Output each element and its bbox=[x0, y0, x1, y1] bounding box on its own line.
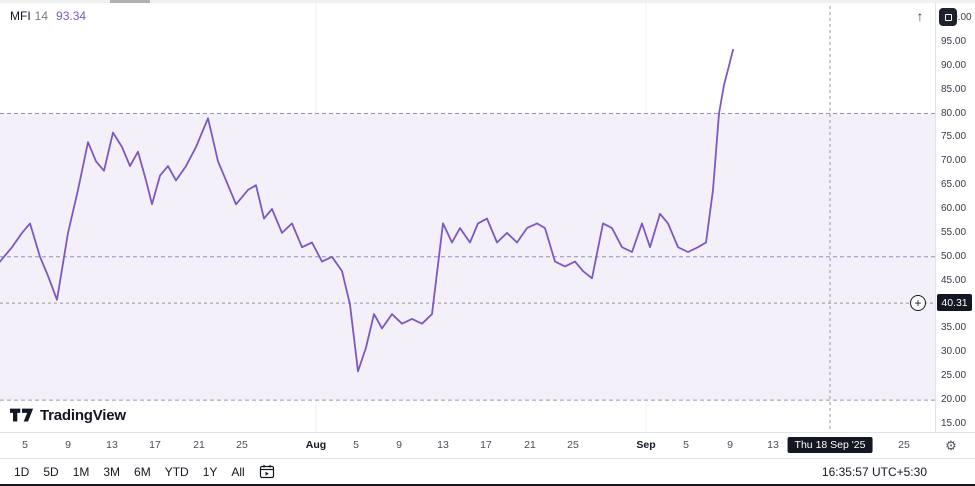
time-axis-tick: 17 bbox=[480, 439, 492, 451]
maximize-icon[interactable] bbox=[939, 8, 957, 26]
range-selector: 1D 5D 1M 3M 6M YTD 1Y All bbox=[8, 462, 275, 482]
price-scale-tick: 70.00 bbox=[941, 155, 967, 167]
bottom-toolbar: 1D 5D 1M 3M 6M YTD 1Y All 16:35:57 UTC+5:30 bbox=[0, 458, 975, 484]
price-scale-tick: 50.00 bbox=[941, 250, 967, 262]
clock-timezone[interactable]: 16:35:57 UTC+5:30 bbox=[821, 464, 927, 479]
time-axis-tick: 21 bbox=[193, 439, 205, 451]
price-scale-tick: 15.00 bbox=[941, 417, 967, 429]
gear-icon[interactable]: ⚙ bbox=[942, 437, 960, 455]
range-button-5d[interactable]: 5D bbox=[37, 462, 64, 482]
go-to-date-button[interactable] bbox=[259, 464, 275, 480]
range-button-all[interactable]: All bbox=[225, 462, 250, 482]
indicator-legend: MFI 14 93.34 bbox=[10, 9, 86, 23]
crosshair-date-label: Thu 18 Sep '25 bbox=[787, 437, 873, 453]
time-axis-tick: 25 bbox=[898, 439, 910, 451]
price-scale-tick: 85.00 bbox=[941, 83, 967, 95]
price-scale-tick: 20.00 bbox=[941, 394, 967, 406]
scrollbar-thumb[interactable] bbox=[110, 0, 150, 3]
indicator-value: 93.34 bbox=[56, 9, 87, 23]
range-button-ytd[interactable]: YTD bbox=[159, 462, 195, 482]
time-axis-tick: 9 bbox=[396, 439, 402, 451]
time-axis-tick: 5 bbox=[353, 439, 359, 451]
add-alert-plus-icon[interactable]: + bbox=[910, 295, 926, 312]
calendar-icon bbox=[259, 464, 274, 478]
time-axis-tick: 25 bbox=[236, 439, 248, 451]
time-axis-tick: Aug bbox=[305, 439, 327, 451]
crosshair-price-label: 40.31 bbox=[937, 294, 972, 312]
tradingview-logo-mark bbox=[10, 408, 34, 422]
time-axis-tick: 9 bbox=[65, 439, 71, 451]
price-scale-tick: 55.00 bbox=[941, 226, 967, 238]
range-button-3m[interactable]: 3M bbox=[97, 462, 126, 482]
time-axis-tick: 13 bbox=[106, 439, 118, 451]
price-scale-tick: 25.00 bbox=[941, 370, 967, 382]
time-axis-tick: 17 bbox=[149, 439, 161, 451]
indicator-name: MFI bbox=[10, 9, 31, 23]
price-scale-tick: 35.00 bbox=[941, 322, 967, 334]
price-scale-tick: 30.00 bbox=[941, 346, 967, 358]
price-scale-tick: 45.00 bbox=[941, 274, 967, 286]
mfi-line-chart[interactable] bbox=[0, 0, 935, 432]
range-buttons: 1D 5D 1M 3M 6M YTD 1Y All bbox=[8, 462, 251, 482]
range-button-1m[interactable]: 1M bbox=[67, 462, 96, 482]
price-scale[interactable]: 100.0095.0090.0085.0080.0075.0070.0065.0… bbox=[935, 0, 975, 432]
price-scale-tick: 80.00 bbox=[941, 107, 967, 119]
time-axis-tick: 13 bbox=[767, 439, 779, 451]
time-axis-tick: Sep bbox=[636, 439, 656, 451]
range-button-1y[interactable]: 1Y bbox=[197, 462, 224, 482]
arrow-up-icon[interactable]: ↑ bbox=[911, 7, 929, 25]
time-axis-tick: 21 bbox=[524, 439, 536, 451]
window-bottom-edge bbox=[0, 484, 975, 486]
tradingview-logo-text: TradingView bbox=[40, 407, 126, 424]
horizontal-scrollbar[interactable] bbox=[0, 0, 975, 3]
price-scale-tick: 60.00 bbox=[941, 203, 967, 215]
price-scale-tick: 95.00 bbox=[941, 35, 967, 47]
price-scale-tick: 75.00 bbox=[941, 131, 967, 143]
time-axis-tick: 5 bbox=[22, 439, 28, 451]
time-axis-tick: 25 bbox=[567, 439, 579, 451]
time-axis[interactable]: 5 9 13 17 21 25 Aug 5 9 13 17 21 25 Sep 5 9 13 25 Thu 18 … bbox=[0, 432, 975, 458]
time-axis-tick: 9 bbox=[727, 439, 733, 451]
maximize-icon-glyph bbox=[944, 13, 952, 21]
tradingview-logo[interactable]: TradingView bbox=[10, 407, 126, 424]
price-scale-tick: 65.00 bbox=[941, 179, 967, 191]
price-scale-tick: 90.00 bbox=[941, 59, 967, 71]
time-axis-tick: 13 bbox=[437, 439, 449, 451]
range-button-6m[interactable]: 6M bbox=[128, 462, 157, 482]
indicator-param: 14 bbox=[34, 9, 49, 23]
range-button-1d[interactable]: 1D bbox=[8, 462, 35, 482]
chart-pane[interactable]: MFI 14 93.34 ↑ + TradingView bbox=[0, 0, 935, 432]
time-axis-tick: 5 bbox=[683, 439, 689, 451]
